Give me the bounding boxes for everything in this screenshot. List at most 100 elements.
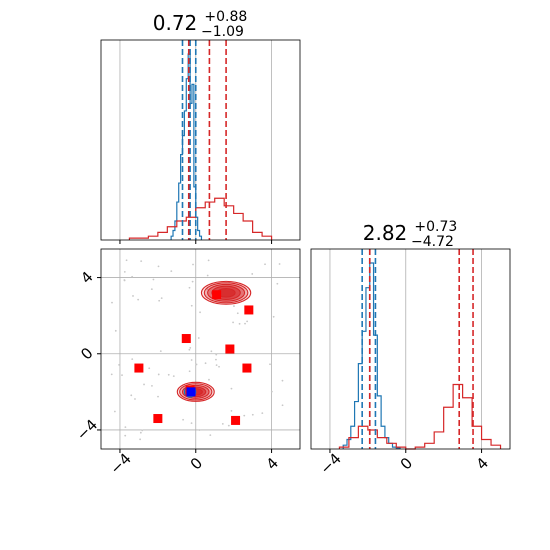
joint-scatter-point-57 bbox=[124, 434, 127, 437]
x-marginal-title-value: 0.72 bbox=[153, 11, 198, 35]
joint-scatter-point-73 bbox=[157, 373, 160, 376]
joint-scatter-point-61 bbox=[159, 350, 162, 353]
joint-marker-2 bbox=[181, 334, 191, 344]
y-marginal-frame bbox=[310, 248, 511, 450]
joint-scatter-point-50 bbox=[132, 295, 134, 297]
joint-scatter-point-28 bbox=[118, 363, 120, 366]
joint-scatter-point-37 bbox=[264, 263, 266, 266]
joint-scatter-point-72 bbox=[238, 322, 241, 325]
joint-scatter-point-74 bbox=[123, 279, 126, 281]
joint-scatter-point-31 bbox=[188, 348, 191, 351]
joint-scatter-point-5 bbox=[160, 297, 163, 300]
joint-marker-5 bbox=[242, 363, 252, 373]
y-marginal-ticks: −4 0 4 bbox=[316, 449, 492, 478]
joint-scatter-point-55 bbox=[150, 288, 153, 291]
joint-scatter-point-8 bbox=[230, 409, 233, 412]
joint-scatter-point-15 bbox=[230, 387, 233, 390]
y-marginal-xtick-label-1: 0 bbox=[397, 454, 416, 473]
joint-scatter-point-56 bbox=[139, 431, 142, 434]
y-marginal-xtick-label-2: 4 bbox=[473, 454, 492, 473]
joint-scatter-point-45 bbox=[110, 373, 113, 376]
joint-scatter-point-88 bbox=[207, 259, 210, 262]
y-marginal-title: 2.82 +0.73 bbox=[363, 219, 458, 245]
joint-scatter-point-27 bbox=[190, 422, 193, 425]
joint-scatter-point-87 bbox=[251, 273, 254, 275]
joint-scatter-point-35 bbox=[243, 414, 246, 417]
joint-marker-3 bbox=[225, 344, 235, 354]
joint-scatter-point-42 bbox=[148, 367, 151, 370]
joint-scatter-point-79 bbox=[206, 274, 209, 277]
joint-scatter-point-19 bbox=[137, 298, 140, 301]
x-marginal-title: 0.72 +0.88 bbox=[153, 9, 248, 35]
joint-scatter-point-71 bbox=[170, 270, 173, 273]
joint-ytick-label-1: 0 bbox=[77, 344, 96, 363]
joint-scatter-point-26 bbox=[134, 398, 136, 400]
x-marginal-frame bbox=[100, 39, 301, 241]
x-marginal-histogram-series-0 bbox=[170, 53, 203, 240]
joint-xtick-label-1: 0 bbox=[187, 454, 206, 473]
joint-scatter-point-81 bbox=[131, 275, 134, 278]
joint-marker-7 bbox=[231, 415, 241, 425]
joint-scatter-point-59 bbox=[261, 412, 264, 415]
x-marginal-title-plus: +0.88 bbox=[204, 9, 247, 25]
x-marginal-ticks bbox=[119, 240, 273, 244]
y-marginal-histograms bbox=[338, 262, 502, 450]
x-marginal-quantile-lines bbox=[181, 40, 227, 240]
joint-scatter-point-65 bbox=[139, 438, 142, 441]
joint-scatter-point-70 bbox=[190, 304, 193, 307]
joint-xtick-label-2: 4 bbox=[263, 454, 282, 473]
joint-marker-0 bbox=[212, 290, 222, 300]
joint-scatter-point-1 bbox=[130, 394, 133, 397]
x-marginal-histogram-panel: 0.72 +0.88 −1.09 bbox=[100, 9, 301, 244]
joint-xtick-label-0: −4 bbox=[106, 450, 134, 478]
y-marginal-histogram-panel: −4 0 4 2.82 +0.73 −4.72 bbox=[310, 219, 511, 478]
y-marginal-histogram-series-1 bbox=[338, 383, 502, 450]
joint-scatter-point-60 bbox=[198, 429, 201, 431]
joint-scatter-point-20 bbox=[172, 375, 175, 378]
joint-marker-1 bbox=[244, 305, 254, 315]
joint-scatter-point-0 bbox=[197, 337, 200, 339]
joint-ticks: −4 0 4 −4 0 4 bbox=[73, 268, 282, 478]
joint-scatter-point-80 bbox=[204, 362, 207, 365]
joint-scatter-point-44 bbox=[157, 265, 160, 268]
x-marginal-histograms bbox=[128, 53, 273, 240]
joint-scatter-point-6 bbox=[227, 424, 230, 427]
joint-scatter-point-18 bbox=[208, 378, 210, 381]
y-marginal-title-plus: +0.73 bbox=[414, 219, 457, 235]
joint-scatter-point-16 bbox=[140, 260, 143, 263]
joint-scatter-point-11 bbox=[278, 263, 281, 265]
joint-scatter-point-53 bbox=[236, 312, 239, 315]
joint-scatter-point-52 bbox=[113, 410, 116, 413]
joint-scatter-point-47 bbox=[125, 259, 128, 262]
joint-marker-4 bbox=[134, 363, 144, 373]
y-marginal-xtick-label-0: −4 bbox=[316, 450, 344, 478]
joint-center-marker bbox=[186, 387, 196, 397]
joint-scatter-point-64 bbox=[251, 413, 254, 416]
joint-markers bbox=[134, 290, 254, 425]
joint-scatter-point-25 bbox=[246, 320, 249, 323]
joint-scatter-point-66 bbox=[221, 422, 224, 425]
joint-scatter-point-84 bbox=[192, 263, 194, 266]
joint-scatter-point-22 bbox=[152, 278, 155, 281]
joint-scatter-point-30 bbox=[281, 379, 284, 382]
x-marginal-histogram-series-1 bbox=[128, 197, 273, 240]
joint-scatter-points bbox=[110, 259, 284, 441]
joint-frame bbox=[100, 248, 301, 450]
joint-scatter-point-12 bbox=[131, 358, 134, 360]
joint-ytick-label-0: −4 bbox=[73, 416, 101, 444]
joint-scatter-point-34 bbox=[157, 395, 159, 398]
joint-scatter-point-32 bbox=[188, 286, 191, 289]
joint-scatter-point-40 bbox=[209, 434, 212, 437]
joint-scatter-panel: −4 0 4 −4 0 4 bbox=[73, 248, 301, 478]
joint-grid bbox=[101, 249, 300, 449]
y-marginal-title-minus: −4.72 bbox=[411, 234, 454, 250]
joint-scatter-point-24 bbox=[218, 365, 220, 368]
y-marginal-grid bbox=[329, 249, 482, 449]
joint-scatter-point-62 bbox=[121, 374, 123, 377]
joint-scatter-point-68 bbox=[195, 363, 198, 366]
joint-scatter-point-85 bbox=[269, 363, 271, 366]
joint-scatter-point-13 bbox=[281, 404, 284, 407]
joint-scatter-point-51 bbox=[270, 390, 273, 393]
joint-scatter-point-36 bbox=[158, 299, 161, 302]
